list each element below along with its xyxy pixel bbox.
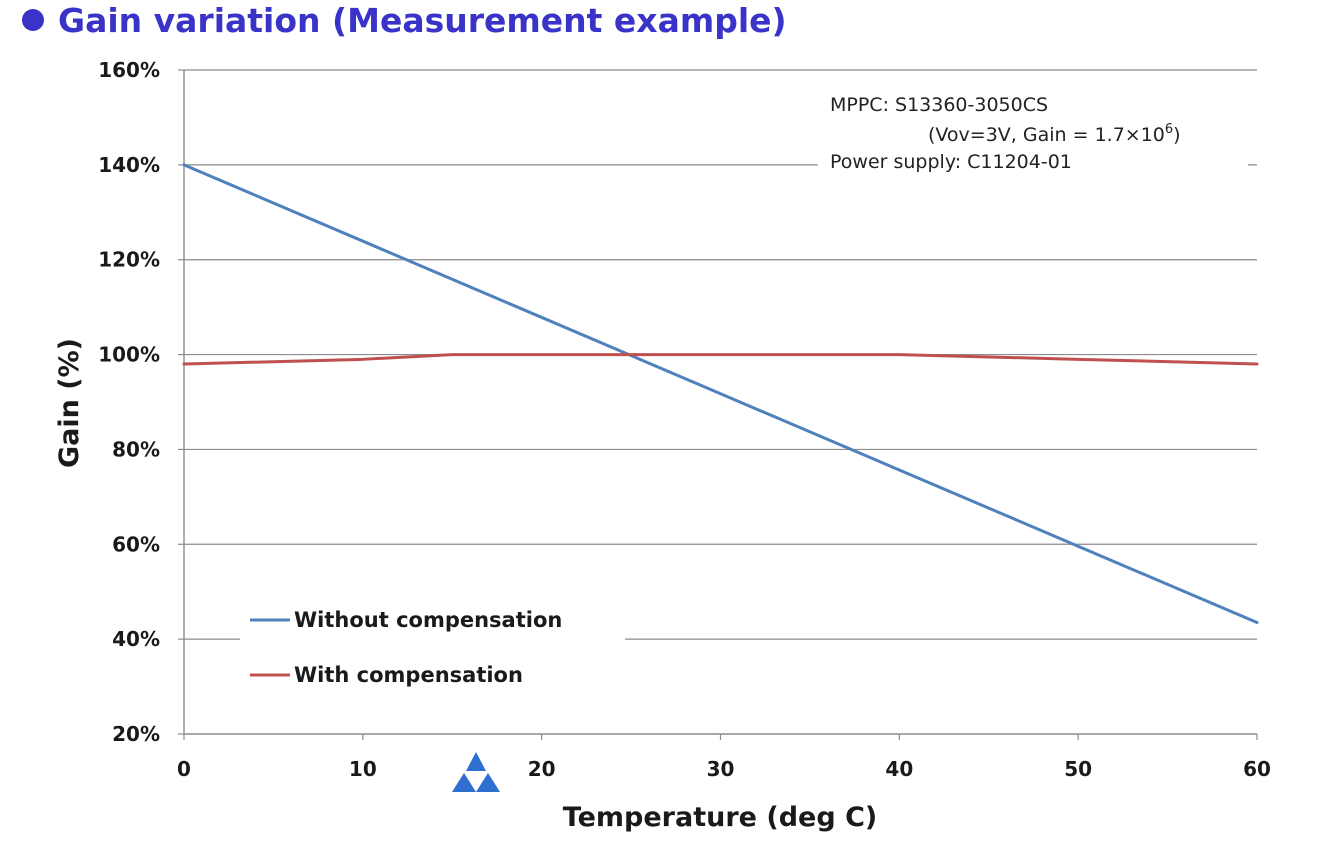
series-line-with-compensation [182,353,1259,366]
x-tick-label-60: 60 [1243,757,1271,781]
y-tick-label-160: 160% [98,58,160,82]
x-tick-label-40: 40 [885,757,913,781]
note-line-1: MPPC: S13360-3050CS [830,94,1048,116]
legend: Without compensation With compensation [240,597,625,697]
series-lines [182,163,1259,625]
note-line-2: (Vov=3V, Gain = 1.7×106) [928,122,1181,146]
y-tick-label-80: 80% [112,437,160,461]
x-tick-label-50: 50 [1064,757,1092,781]
y-tick-labels: 20% 40% 60% 80% 100% 120% 140% 160% [98,58,160,746]
triangle-logo-icon [452,752,500,792]
x-tick-label-30: 30 [707,757,735,781]
x-axis-title: Temperature (deg C) [563,802,877,833]
y-axis-title: Gain (%) [54,338,85,468]
x-tick-label-0: 0 [177,757,191,781]
logo-triangle-right [476,773,500,792]
x-tick-label-20: 20 [528,757,556,781]
y-tick-label-120: 120% [98,248,160,272]
slide-title: Gain variation (Measurement example) [22,0,787,40]
x-tick-label-10: 10 [349,757,377,781]
measurement-conditions-note: MPPC: S13360-3050CS (Vov=3V, Gain = 1.7×… [818,88,1248,184]
axes [178,69,1258,740]
title-text: Gain variation (Measurement example) [58,0,787,40]
legend-background [240,597,625,697]
logo-triangle-top [466,752,486,771]
legend-label-without: Without compensation [294,608,562,632]
note-line-2-suffix: ) [1173,124,1180,146]
y-tick-label-20: 20% [112,722,160,746]
note-background [818,88,1248,184]
legend-label-with: With compensation [294,663,523,687]
grid-lines [184,69,1257,640]
series-line-without-compensation [182,163,1259,625]
title-bullet-icon [22,9,44,31]
note-line-2-exponent: 6 [1165,122,1173,137]
note-line-3: Power supply: C11204-01 [830,151,1072,173]
logo-triangle-left [452,773,476,792]
y-tick-label-40: 40% [112,627,160,651]
note-line-2-prefix: (Vov=3V, Gain = 1.7×10 [928,124,1165,146]
x-tick-labels: 0 10 20 30 40 50 60 [177,757,1271,781]
y-tick-label-140: 140% [98,153,160,177]
y-tick-label-100: 100% [98,343,160,367]
y-tick-label-60: 60% [112,532,160,556]
